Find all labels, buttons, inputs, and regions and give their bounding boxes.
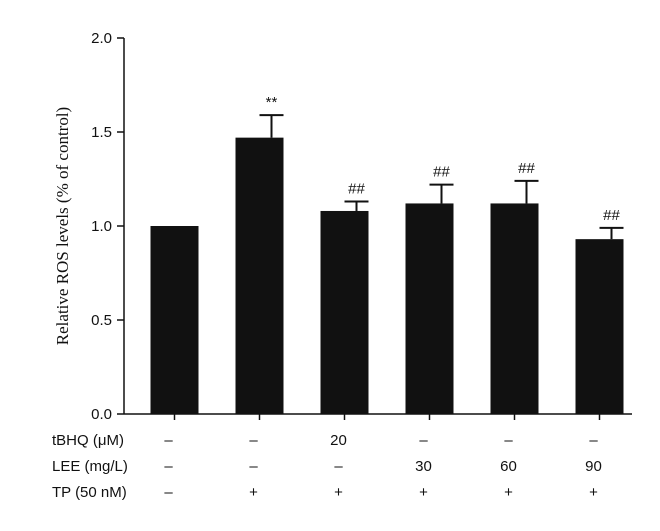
treatment-value: –	[249, 458, 258, 475]
axes: 0.0 0.5 1.0 1.5 2.0	[91, 30, 632, 423]
y-axis-title: Relative ROS levels (% of control)	[53, 107, 72, 345]
significance-label: ##	[518, 160, 535, 177]
treatment-value: –	[164, 484, 173, 501]
significance-label: ##	[348, 181, 365, 198]
treatment-row-label: TP (50 nM)	[52, 484, 127, 501]
treatment-value: –	[164, 458, 173, 475]
bars: ** ## ## ## ##	[150, 94, 624, 420]
y-tick-label: 1.5	[91, 124, 112, 141]
bar	[235, 137, 284, 414]
treatment-value: 90	[585, 458, 602, 475]
bar	[150, 226, 199, 414]
significance-label: ##	[433, 164, 450, 181]
treatment-value: –	[164, 432, 173, 449]
treatment-table: tBHQ (μM) – – 20 – – – LEE (mg/L) – – – 30 60 90 TP (5…	[52, 432, 602, 501]
treatment-row-label: tBHQ (μM)	[52, 432, 124, 449]
treatment-value: +	[249, 484, 258, 501]
treatment-value: 60	[500, 458, 517, 475]
treatment-value: +	[419, 484, 428, 501]
bar	[320, 210, 369, 414]
treatment-row-label: LEE (mg/L)	[52, 458, 128, 475]
y-tick-label: 0.5	[91, 312, 112, 329]
treatment-value: +	[504, 484, 513, 501]
treatment-value: –	[249, 432, 258, 449]
treatment-value: –	[334, 458, 343, 475]
treatment-value: –	[589, 432, 598, 449]
treatment-value: –	[504, 432, 513, 449]
treatment-value: +	[334, 484, 343, 501]
bar	[575, 239, 624, 414]
y-tick-label: 2.0	[91, 30, 112, 47]
significance-label: **	[266, 94, 278, 111]
bar	[405, 203, 454, 414]
bar	[490, 203, 539, 414]
treatment-value: +	[589, 484, 598, 501]
treatment-value: 20	[330, 432, 347, 449]
y-tick-label: 0.0	[91, 406, 112, 423]
treatment-value: –	[419, 432, 428, 449]
treatment-value: 30	[415, 458, 432, 475]
y-tick-label: 1.0	[91, 218, 112, 235]
significance-label: ##	[603, 207, 620, 224]
